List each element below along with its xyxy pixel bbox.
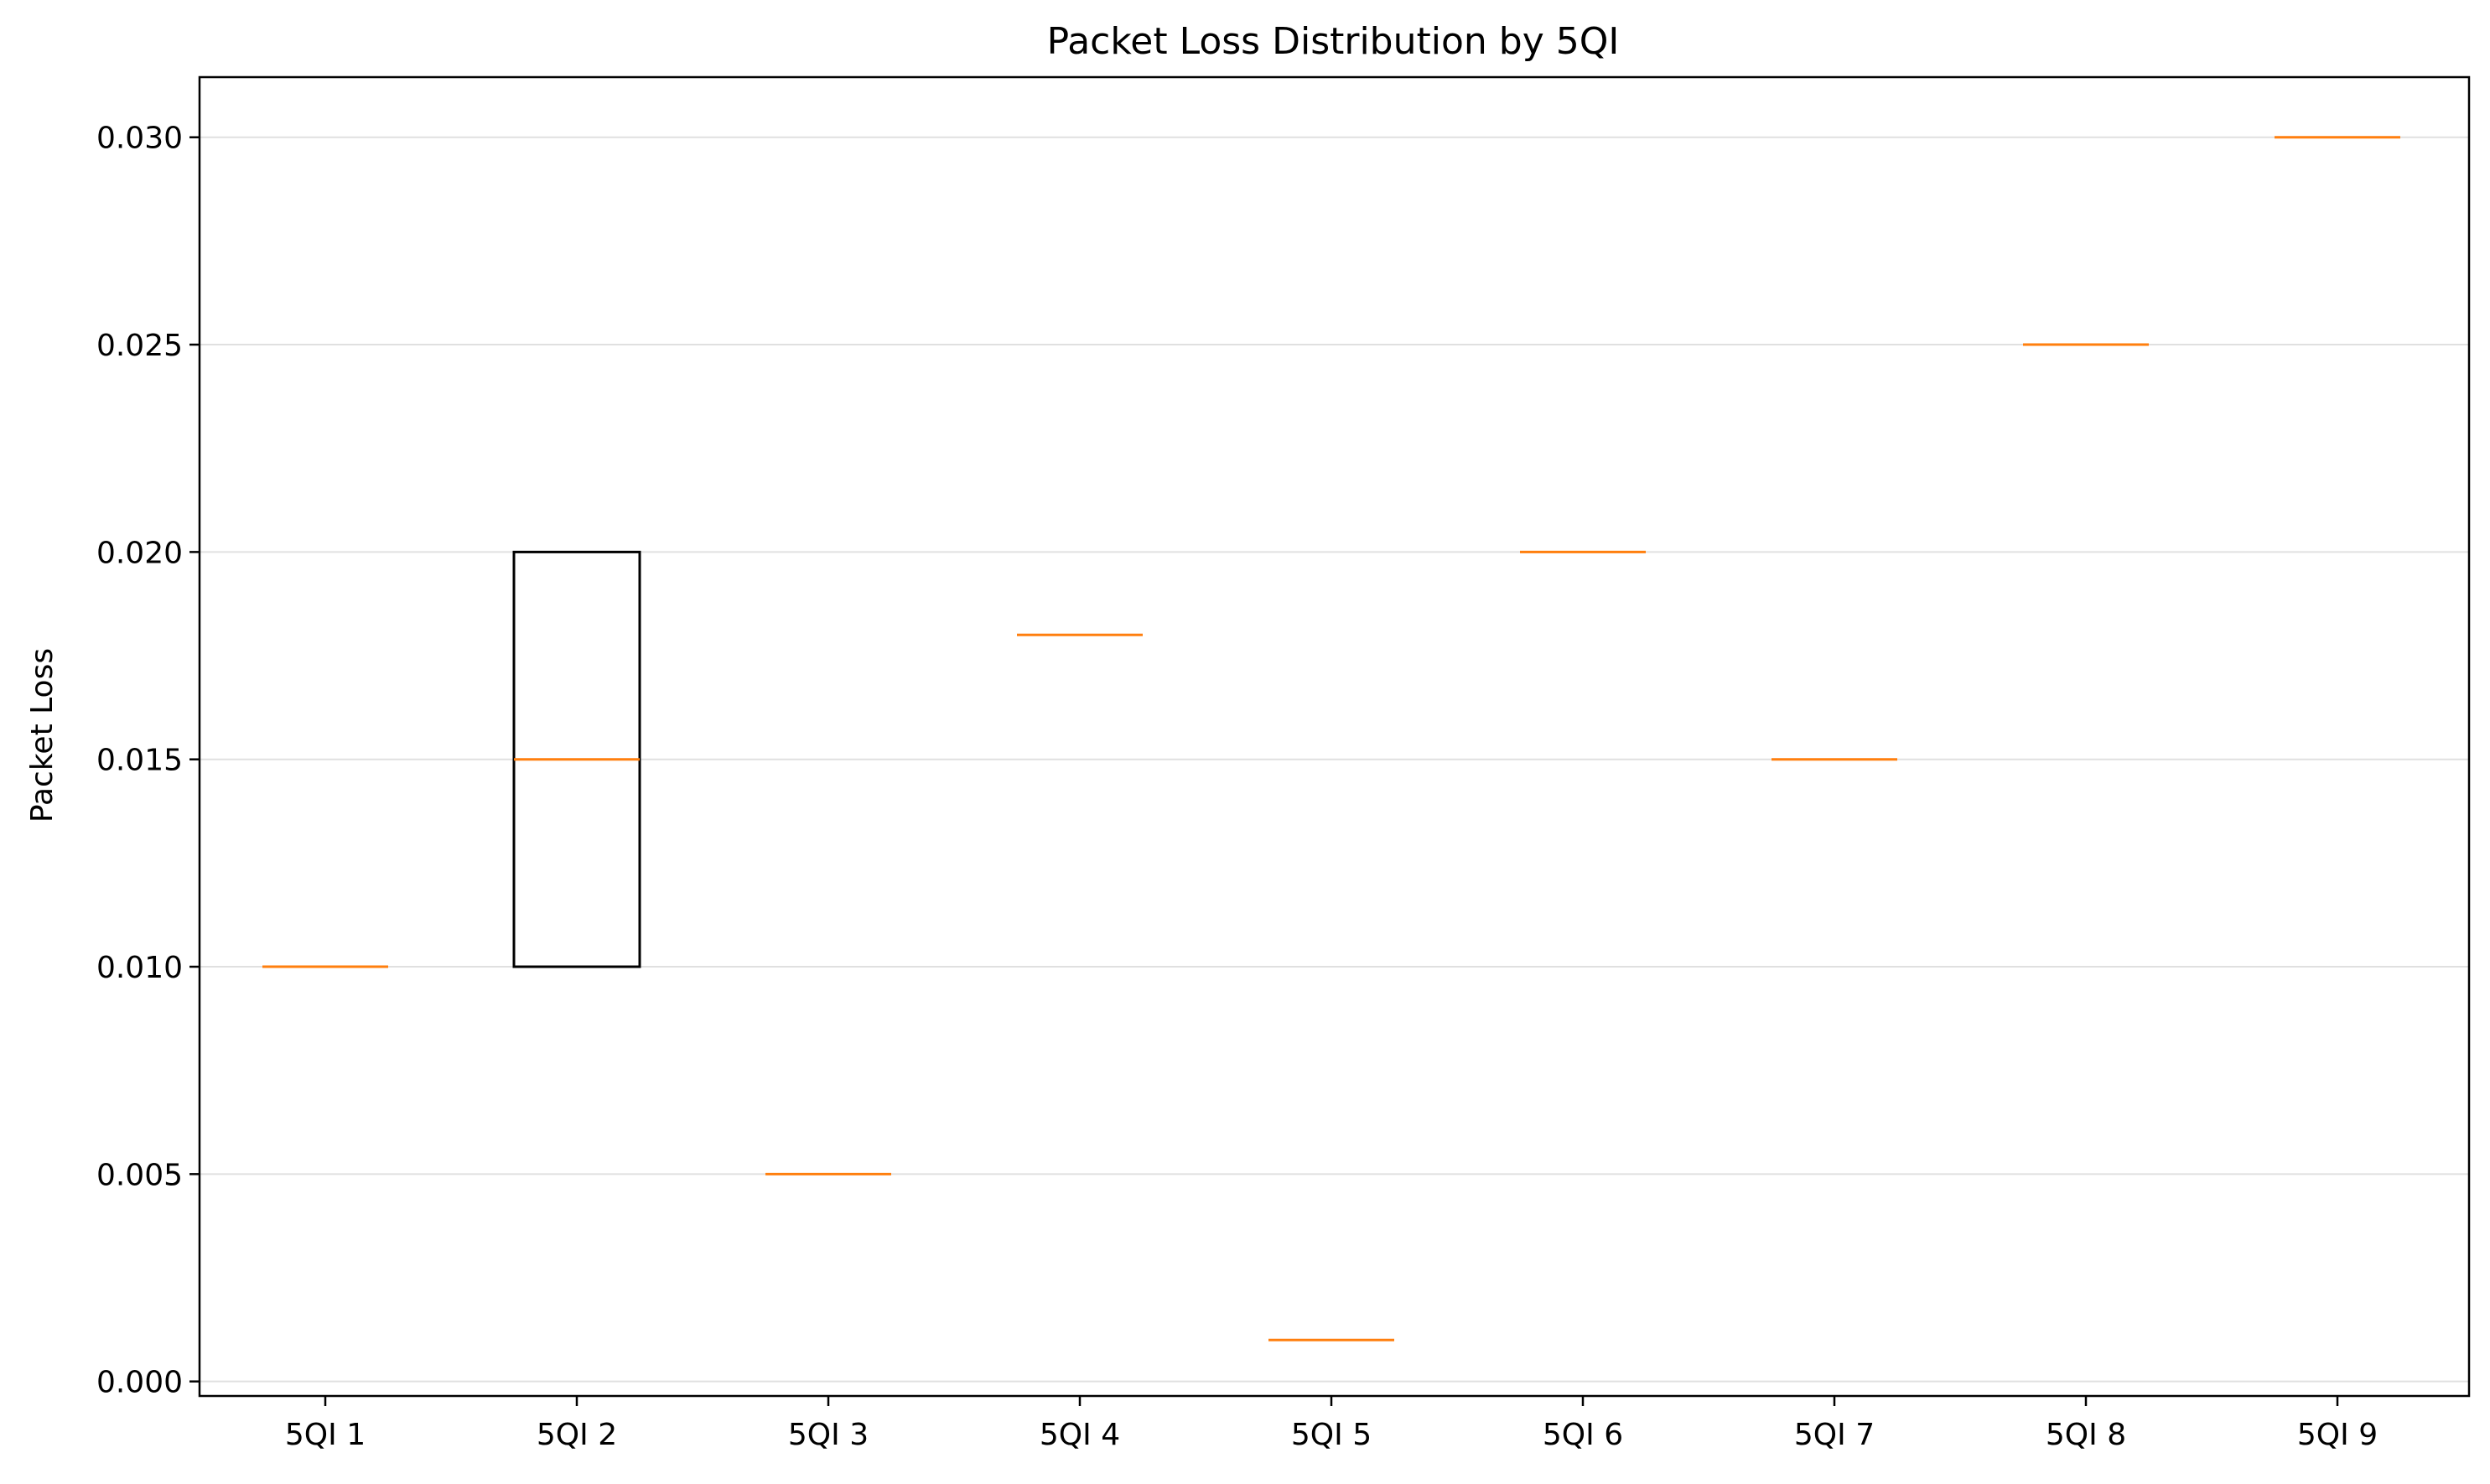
x-tick-label: 5QI 8 xyxy=(2046,1418,2126,1452)
x-tick-label: 5QI 7 xyxy=(1794,1418,1875,1452)
y-tick-label: 0.000 xyxy=(96,1366,183,1400)
axis-layer: 0.000 0.005 0.010 0.015 0.020 0.025 0.030 5QI 1… xyxy=(96,75,2471,1452)
x-tick-label: 5QI 3 xyxy=(788,1418,869,1452)
chart-title: Packet Loss Distribution by 5QI xyxy=(1047,20,1620,63)
x-tick-label: 5QI 9 xyxy=(2297,1418,2378,1452)
plot-frame xyxy=(198,75,2471,1398)
y-tick-label: 0.020 xyxy=(96,536,183,570)
x-tick-label: 5QI 6 xyxy=(1543,1418,1623,1452)
box-group xyxy=(512,550,641,968)
y-tick-label: 0.005 xyxy=(96,1158,183,1192)
y-tick-label: 0.025 xyxy=(96,329,183,363)
y-tick-label: 0.030 xyxy=(96,122,183,156)
y-tick-label: 0.015 xyxy=(96,744,183,778)
y-axis-label: Packet Loss xyxy=(25,648,60,822)
x-tick-label: 5QI 2 xyxy=(537,1418,617,1452)
x-tick-label: 5QI 1 xyxy=(285,1418,366,1452)
box-layer xyxy=(262,136,2400,1341)
x-tick-label: 5QI 5 xyxy=(1291,1418,1372,1452)
x-tick-label: 5QI 4 xyxy=(1040,1418,1120,1452)
y-tick-label: 0.010 xyxy=(96,951,183,985)
